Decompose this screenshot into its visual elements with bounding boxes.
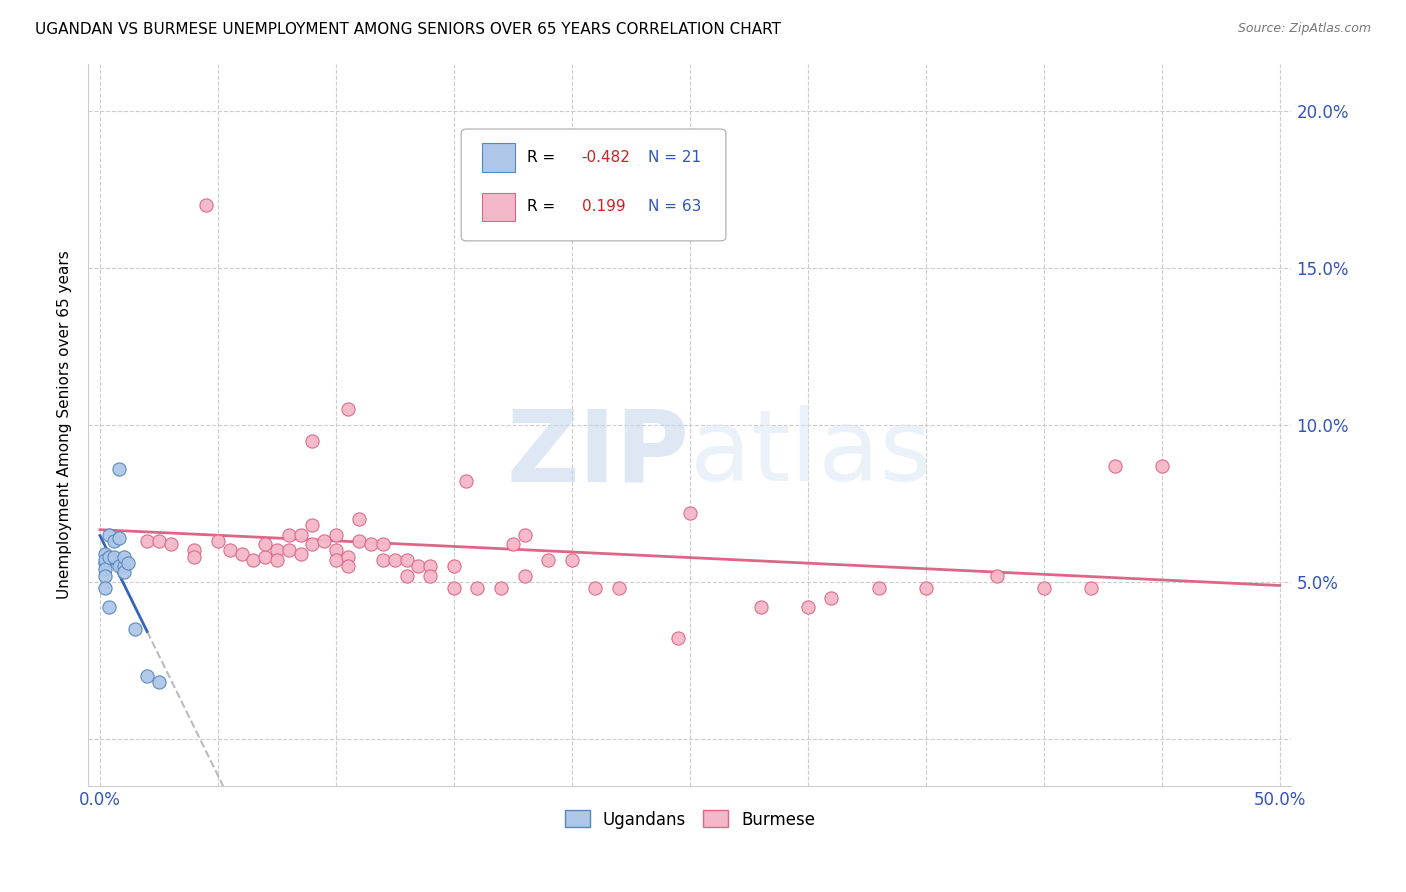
Text: 0.199: 0.199 [582, 200, 626, 214]
Point [93, 568, 115, 582]
Point [502, 537, 524, 551]
Point [254, 537, 277, 551]
Point [108, 462, 131, 476]
Point [914, 581, 936, 595]
Point [301, 434, 323, 448]
Y-axis label: Unemployment Among Seniors over 65 years: Unemployment Among Seniors over 65 years [58, 251, 72, 599]
Point [266, 543, 288, 558]
Point [325, 543, 347, 558]
Point [183, 543, 205, 558]
Point [467, 581, 489, 595]
Point [454, 475, 477, 489]
Point [489, 581, 512, 595]
Point [820, 591, 842, 605]
Point [183, 549, 205, 564]
FancyBboxPatch shape [461, 129, 725, 241]
Point [148, 534, 170, 549]
Point [986, 568, 1008, 582]
Point [371, 553, 394, 567]
Point [93, 562, 115, 576]
Point [314, 534, 336, 549]
Point [112, 549, 135, 564]
Text: UGANDAN VS BURMESE UNEMPLOYMENT AMONG SENIORS OVER 65 YEARS CORRELATION CHART: UGANDAN VS BURMESE UNEMPLOYMENT AMONG SE… [35, 22, 782, 37]
FancyBboxPatch shape [482, 144, 516, 172]
Point [136, 534, 159, 549]
Point [513, 568, 536, 582]
Point [679, 506, 702, 520]
Point [218, 543, 240, 558]
Point [98, 599, 121, 614]
Point [98, 527, 121, 541]
Text: N = 21: N = 21 [648, 151, 700, 165]
Point [349, 534, 371, 549]
Point [277, 527, 299, 541]
Point [408, 559, 430, 574]
Point [103, 549, 125, 564]
Point [93, 553, 115, 567]
Point [583, 581, 606, 595]
Point [117, 556, 139, 570]
Point [797, 599, 820, 614]
Point [108, 559, 131, 574]
Point [231, 547, 253, 561]
Point [561, 553, 583, 567]
Point [666, 632, 689, 646]
Point [1150, 458, 1173, 473]
Point [1080, 581, 1102, 595]
Text: ZIP: ZIP [508, 405, 690, 502]
Point [159, 537, 181, 551]
Point [98, 549, 121, 564]
Text: -0.482: -0.482 [582, 151, 630, 165]
Point [266, 553, 288, 567]
Point [290, 527, 312, 541]
Text: Source: ZipAtlas.com: Source: ZipAtlas.com [1237, 22, 1371, 36]
Point [277, 543, 299, 558]
Point [749, 599, 772, 614]
Point [868, 581, 890, 595]
Point [443, 559, 465, 574]
Point [325, 553, 347, 567]
Point [148, 675, 170, 690]
Point [537, 553, 560, 567]
Text: R =: R = [527, 200, 565, 214]
Point [360, 537, 382, 551]
Point [242, 553, 264, 567]
Point [93, 547, 115, 561]
Point [112, 559, 135, 574]
Point [112, 566, 135, 580]
Point [419, 568, 441, 582]
Text: N = 63: N = 63 [648, 200, 702, 214]
Point [124, 622, 146, 636]
Point [336, 402, 359, 417]
Point [290, 547, 312, 561]
Point [301, 537, 323, 551]
Point [93, 581, 115, 595]
Point [371, 537, 394, 551]
Point [607, 581, 630, 595]
Point [1032, 581, 1054, 595]
Point [336, 549, 359, 564]
Point [1104, 458, 1126, 473]
Point [93, 556, 115, 570]
Point [195, 198, 218, 212]
Point [419, 559, 441, 574]
Point [443, 581, 465, 595]
Point [207, 534, 229, 549]
FancyBboxPatch shape [482, 193, 516, 221]
Point [395, 553, 418, 567]
Point [513, 527, 536, 541]
Point [103, 534, 125, 549]
Text: R =: R = [527, 151, 561, 165]
Point [384, 553, 406, 567]
Point [349, 512, 371, 526]
Point [108, 531, 131, 545]
Point [136, 669, 159, 683]
Point [395, 568, 418, 582]
Point [254, 549, 277, 564]
Point [325, 527, 347, 541]
Point [301, 518, 323, 533]
Point [336, 559, 359, 574]
Legend: Ugandans, Burmese: Ugandans, Burmese [558, 804, 821, 835]
Text: atlas: atlas [690, 405, 931, 502]
